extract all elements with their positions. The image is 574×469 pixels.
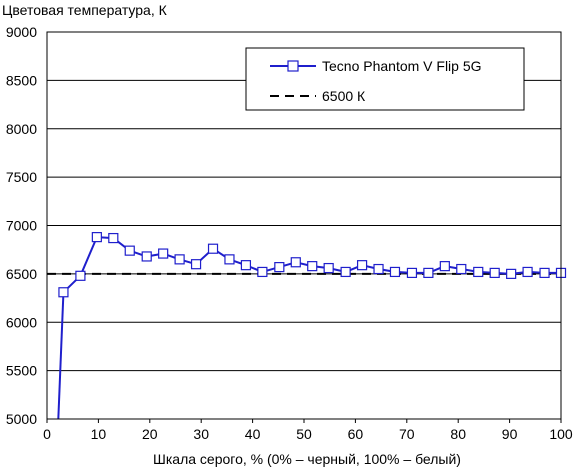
x-tick-70: 70 — [399, 426, 415, 442]
data-point-24 — [456, 263, 467, 275]
data-point-7 — [174, 254, 185, 265]
data-point-2 — [91, 232, 102, 243]
data-point-5 — [141, 251, 152, 262]
x-tick-30: 30 — [193, 426, 209, 442]
y-tick-8500: 8500 — [6, 72, 37, 88]
x-tick-0: 0 — [43, 426, 51, 442]
data-point-0 — [58, 287, 69, 298]
y-tick-5500: 5500 — [6, 363, 37, 379]
y-tick-6500: 6500 — [6, 266, 37, 282]
y-axis-title: Цветовая температура, К — [2, 2, 168, 18]
x-axis-title: Шкала серого, % (0% – черный, 100% – бел… — [153, 451, 461, 467]
data-point-12 — [257, 266, 268, 278]
data-point-27 — [506, 268, 517, 279]
legend-label-series: Tecno Phantom V Flip 5G — [322, 58, 482, 74]
data-point-21 — [406, 267, 418, 279]
data-point-11 — [240, 260, 252, 271]
x-tick-60: 60 — [348, 426, 364, 442]
data-point-6 — [158, 248, 169, 259]
x-tick-20: 20 — [142, 426, 158, 442]
y-tick-labels: 5000 5500 6000 6500 7000 7500 8000 8500 9000 — [6, 24, 37, 427]
data-markers — [58, 232, 567, 298]
data-point-16 — [323, 262, 334, 274]
x-tick-40: 40 — [245, 426, 261, 442]
y-tick-9000: 9000 — [6, 24, 37, 40]
data-point-3 — [108, 232, 119, 244]
data-point-1 — [75, 270, 86, 281]
data-point-23 — [439, 261, 450, 272]
x-tick-50: 50 — [296, 426, 312, 442]
x-tick-labels: 0 10 20 30 40 50 60 70 80 90 100 — [43, 419, 573, 442]
y-tick-7000: 7000 — [6, 218, 37, 234]
legend-series-marker — [287, 60, 299, 72]
data-point-9 — [207, 243, 219, 254]
data-point-15 — [307, 261, 318, 272]
data-point-22 — [423, 267, 434, 279]
data-point-25 — [473, 266, 484, 278]
data-point-13 — [274, 262, 285, 273]
data-point-19 — [373, 263, 384, 275]
data-point-10 — [224, 254, 235, 265]
data-point-20 — [389, 266, 401, 278]
data-point-26 — [489, 267, 500, 279]
y-tick-8000: 8000 — [6, 121, 37, 137]
y-tick-7500: 7500 — [6, 169, 37, 185]
legend-label-reference: 6500 К — [322, 88, 366, 104]
data-point-28 — [522, 266, 533, 278]
data-point-18 — [356, 260, 368, 271]
series-lead-in-line — [57, 292, 65, 420]
legend: Tecno Phantom V Flip 5G 6500 К — [245, 47, 525, 111]
data-point-17 — [340, 266, 351, 278]
x-tick-100: 100 — [549, 426, 573, 442]
legend-box — [245, 47, 525, 111]
data-point-14 — [290, 257, 301, 268]
data-point-29 — [539, 267, 550, 279]
data-point-8 — [190, 259, 202, 270]
y-tick-5000: 5000 — [6, 411, 37, 427]
y-tick-6000: 6000 — [6, 314, 37, 330]
x-tick-10: 10 — [91, 426, 107, 442]
data-point-4 — [124, 245, 135, 256]
x-tick-90: 90 — [502, 426, 518, 442]
x-tick-80: 80 — [450, 426, 466, 442]
